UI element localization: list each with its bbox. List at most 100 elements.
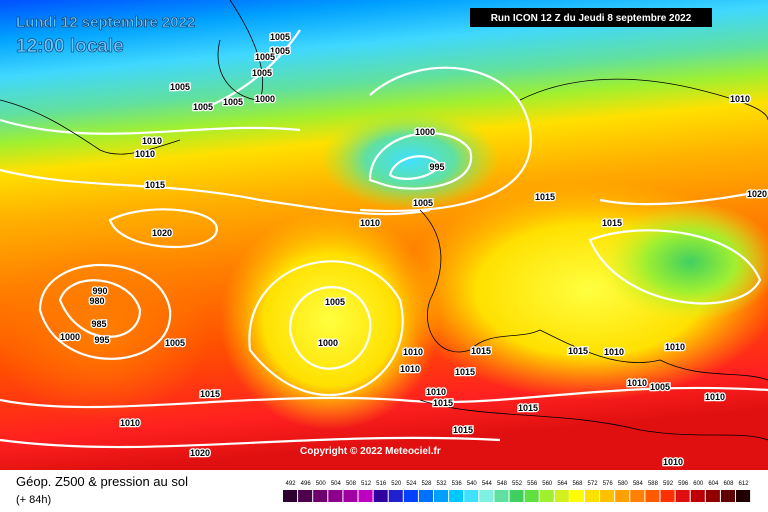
isobar-label: 1010 (665, 342, 685, 352)
scale-swatch (675, 490, 690, 502)
scale-swatch (343, 490, 358, 502)
run-info: Run ICON 12 Z du Jeudi 8 septembre 2022 (491, 13, 692, 24)
scale-swatch (328, 490, 343, 502)
scale-swatch (660, 490, 675, 502)
scale-label: 564 (557, 481, 568, 487)
scale-label: 560 (542, 481, 553, 487)
isobar-label: 1015 (568, 346, 588, 356)
isobar-label: 995 (94, 335, 109, 345)
scale-swatch (313, 490, 328, 502)
scale-label: 508 (346, 481, 357, 487)
isobar-label: 1015 (455, 367, 475, 377)
footer-title: Géop. Z500 & pression au sol (16, 474, 188, 489)
isobar-label: 1005 (252, 68, 272, 78)
scale-swatch (524, 490, 539, 502)
isobar-label: 1005 (270, 32, 290, 42)
scale-swatch (494, 490, 509, 502)
scale-label: 492 (286, 481, 297, 487)
isobar-label: 1010 (120, 418, 140, 428)
coastlines (0, 0, 768, 441)
isobar-label: 1010 (135, 149, 155, 159)
isobar-label: 1010 (705, 392, 725, 402)
scale-swatch (645, 490, 660, 502)
isobar-label: 1000 (255, 94, 275, 104)
isobar-label: 1020 (190, 448, 210, 458)
isobar-label: 1005 (650, 382, 670, 392)
scale-swatch (690, 490, 705, 502)
isobar-label: 1000 (60, 332, 80, 342)
isobar-label: 980 (89, 296, 104, 306)
scale-swatch (736, 490, 751, 502)
local-time: 12:00 locale (16, 36, 124, 57)
scale-label: 572 (588, 481, 599, 487)
scale-label: 544 (482, 481, 493, 487)
footer-lead: (+ 84h) (16, 494, 51, 506)
isobar-label: 1010 (142, 136, 162, 146)
isobar-label: 1010 (730, 94, 750, 104)
scale-swatch (434, 490, 449, 502)
scale-swatch (283, 490, 298, 502)
scale-label: 580 (618, 481, 629, 487)
isobar-label: 1015 (602, 218, 622, 228)
field-blob (600, 202, 768, 322)
scale-label: 540 (467, 481, 478, 487)
isobar-label: 1000 (318, 338, 338, 348)
scale-label: 516 (376, 481, 387, 487)
isobar-label: 1020 (152, 228, 172, 238)
scale-label: 608 (723, 481, 734, 487)
scale-label: 568 (572, 481, 583, 487)
scale-label: 556 (527, 481, 538, 487)
scale-label: 552 (512, 481, 523, 487)
isobar-label: 985 (91, 319, 106, 329)
run-box (470, 8, 712, 27)
isobar-label: 1010 (426, 387, 446, 397)
color-scale: 492 496 500 504 508 512 516 520 524 528 532 536 540 5… (283, 481, 751, 502)
scale-label: 588 (648, 481, 659, 487)
scale-swatch (539, 490, 554, 502)
isobar-label: 1015 (145, 180, 165, 190)
isobar-label: 1010 (663, 457, 683, 467)
isobar-label: 1005 (193, 102, 213, 112)
scale-swatch (479, 490, 494, 502)
scale-swatch (720, 490, 735, 502)
isobar-label: 1015 (433, 398, 453, 408)
field-blob (320, 110, 500, 210)
isobar-label: 1005 (413, 198, 433, 208)
isobar-label: 1010 (360, 218, 380, 228)
isobar-label: 1020 (747, 189, 767, 199)
isobar-label: 990 (92, 286, 107, 296)
scale-label: 612 (739, 481, 750, 487)
scale-label: 600 (693, 481, 704, 487)
isobar-label: 1015 (453, 425, 473, 435)
scale-label: 596 (678, 481, 689, 487)
scale-label: 500 (316, 481, 327, 487)
scale-swatch (449, 490, 464, 502)
isobar-label: 1000 (415, 127, 435, 137)
scale-label: 496 (301, 481, 312, 487)
field-blob (0, 240, 210, 420)
valid-time: Lundi 12 septembre 2022 (16, 14, 195, 31)
scale-swatch (298, 490, 313, 502)
scale-swatch (585, 490, 600, 502)
scale-swatch (615, 490, 630, 502)
scale-label: 592 (663, 481, 674, 487)
scale-label: 548 (497, 481, 508, 487)
scale-swatch (630, 490, 645, 502)
scale-label: 520 (391, 481, 402, 487)
scale-swatch (600, 490, 615, 502)
scale-swatch (418, 490, 433, 502)
scale-label: 536 (452, 481, 463, 487)
scale-swatch (705, 490, 720, 502)
scale-label: 524 (406, 481, 417, 487)
scale-label: 504 (331, 481, 342, 487)
scale-swatch (554, 490, 569, 502)
scale-label: 532 (437, 481, 448, 487)
isobars (0, 29, 768, 449)
isobar-label: 1005 (270, 46, 290, 56)
scale-swatch (569, 490, 584, 502)
copyright: Copyright © 2022 Meteociel.fr (300, 446, 441, 457)
scale-label: 604 (708, 481, 719, 487)
scale-label: 584 (633, 481, 644, 487)
